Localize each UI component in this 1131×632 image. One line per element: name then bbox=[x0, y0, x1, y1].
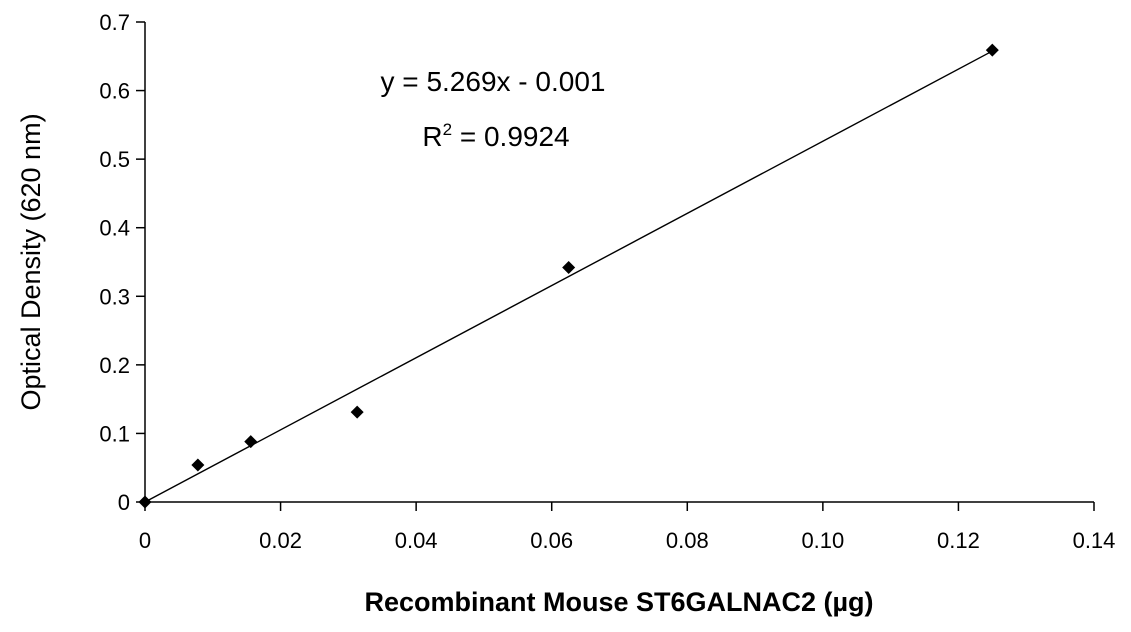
data-point bbox=[985, 43, 999, 57]
x-tick-label: 0.14 bbox=[1073, 528, 1116, 553]
data-point bbox=[138, 495, 152, 509]
x-tick-label: 0.08 bbox=[666, 528, 709, 553]
x-tick-label: 0 bbox=[139, 528, 151, 553]
x-tick-label: 0.02 bbox=[259, 528, 302, 553]
data-point bbox=[562, 260, 576, 274]
x-tick-label: 0.06 bbox=[530, 528, 573, 553]
axes: 0 0.02 0.04 0.06 0.08 0.10 0.12 0.14 0 0.1 0.2 0.3 0… bbox=[99, 10, 1115, 553]
y-tick-label: 0.1 bbox=[99, 421, 130, 446]
x-axis-title: Recombinant Mouse ST6GALNAC2 (µg) bbox=[364, 587, 873, 617]
r-squared-superscript: 2 bbox=[443, 120, 452, 139]
trendline-layer bbox=[144, 50, 993, 503]
r-squared-annotation: R2 = 0.9924 bbox=[422, 120, 569, 152]
y-axis-title: Optical Density (620 nm) bbox=[16, 113, 46, 410]
y-tick-label: 0.2 bbox=[99, 353, 130, 378]
r-squared-prefix: R bbox=[422, 121, 442, 152]
data-point bbox=[191, 458, 205, 472]
data-point bbox=[244, 435, 258, 449]
y-tick-label: 0 bbox=[118, 490, 130, 515]
y-tick-label: 0.5 bbox=[99, 147, 130, 172]
y-tick-label: 0.3 bbox=[99, 284, 130, 309]
x-tick-label: 0.04 bbox=[395, 528, 438, 553]
y-tick-label: 0.6 bbox=[99, 79, 130, 104]
equation-annotation: y = 5.269x - 0.001 bbox=[381, 66, 606, 97]
x-tick-label: 0.10 bbox=[801, 528, 844, 553]
y-tick-label: 0.7 bbox=[99, 10, 130, 35]
trendline bbox=[144, 50, 993, 503]
data-point bbox=[350, 405, 364, 419]
data-points bbox=[138, 43, 999, 509]
y-tick-label: 0.4 bbox=[99, 216, 130, 241]
r-squared-value: = 0.9924 bbox=[452, 121, 570, 152]
x-tick-label: 0.12 bbox=[937, 528, 980, 553]
